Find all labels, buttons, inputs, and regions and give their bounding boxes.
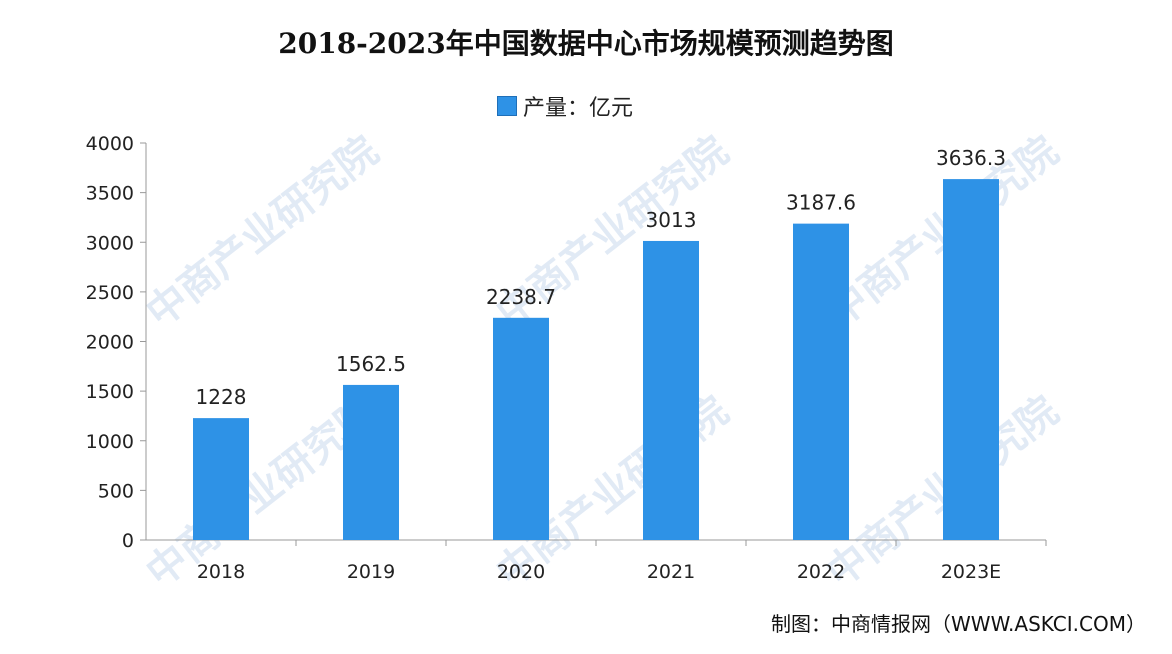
y-tick-label: 4000 — [86, 133, 134, 155]
y-tick-label: 2000 — [86, 332, 134, 354]
y-tick-label: 1000 — [86, 431, 134, 453]
bar-value-label: 1228 — [196, 385, 247, 409]
legend-swatch — [497, 96, 517, 116]
bar-value-label: 1562.5 — [336, 352, 406, 376]
bar-value-label: 3013 — [646, 208, 697, 232]
y-tick-label: 0 — [122, 530, 134, 552]
bar — [343, 384, 399, 540]
y-tick-label: 2500 — [86, 282, 134, 304]
bar — [193, 418, 249, 540]
source-credit: 制图：中商情报网（WWW.ASKCI.COM） — [771, 612, 1146, 636]
x-tick-label: 2018 — [197, 561, 245, 583]
x-tick-label: 2023E — [941, 561, 1001, 583]
bar — [493, 317, 549, 540]
x-tick-label: 2019 — [347, 561, 395, 583]
y-tick-label: 3000 — [86, 232, 134, 254]
y-tick-label: 500 — [98, 480, 134, 502]
chart-legend: 产量：亿元 — [497, 92, 634, 121]
bar-value-label: 3636.3 — [936, 146, 1006, 170]
bar — [943, 179, 999, 540]
bar-value-label: 2238.7 — [486, 285, 556, 309]
x-tick-label: 2020 — [497, 561, 545, 583]
x-tick-label: 2021 — [647, 561, 695, 583]
x-tick-label: 2022 — [797, 561, 845, 583]
chart-title: 2018-2023年中国数据中心市场规模预测趋势图 — [278, 27, 894, 60]
bar-value-label: 3187.6 — [786, 191, 856, 215]
legend-label: 产量：亿元 — [523, 96, 634, 121]
y-tick-label: 3500 — [86, 183, 134, 205]
bar — [643, 240, 699, 540]
y-tick-label: 1500 — [86, 381, 134, 403]
bar — [793, 223, 849, 540]
